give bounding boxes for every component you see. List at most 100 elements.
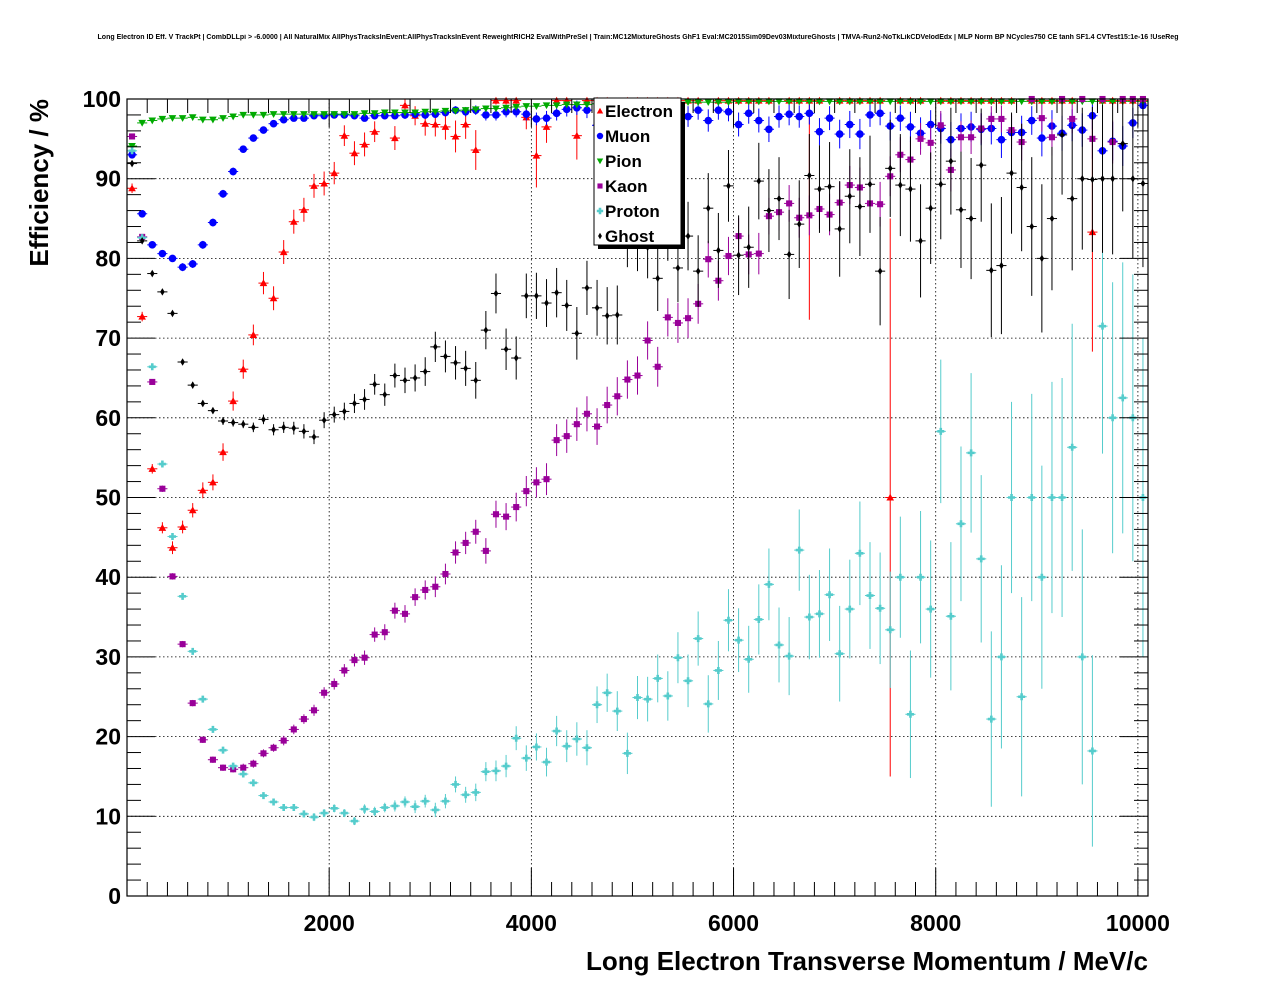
data-point-pion — [410, 109, 421, 117]
data-point-pion — [399, 109, 411, 117]
data-point-proton — [571, 722, 582, 756]
data-point-pion — [794, 98, 805, 106]
data-point-proton — [966, 373, 977, 533]
data-point-muon — [278, 115, 289, 124]
data-point-ghost — [854, 157, 865, 257]
data-point-proton — [268, 798, 279, 806]
data-point-electron — [147, 464, 158, 474]
data-point-ghost — [410, 364, 421, 392]
data-point-ghost — [420, 357, 431, 386]
data-point-kaon — [642, 321, 653, 360]
data-point-electron — [531, 123, 542, 188]
data-point-kaon — [531, 467, 542, 498]
data-point-muon — [521, 107, 532, 121]
data-point-ghost — [460, 350, 471, 386]
data-point-muon — [248, 134, 259, 142]
data-point-proton — [824, 548, 835, 641]
data-point-ghost — [197, 399, 208, 408]
data-point-ghost — [187, 381, 198, 389]
data-point-ghost — [1107, 102, 1118, 255]
y-tick-label: 0 — [108, 883, 121, 909]
data-point-kaon — [339, 664, 350, 677]
legend-entry-kaon: Kaon — [597, 177, 648, 196]
data-point-proton — [288, 804, 299, 812]
data-point-pion — [228, 113, 239, 121]
data-point-electron — [238, 359, 249, 379]
data-point-pion — [450, 107, 461, 115]
data-point-ghost — [551, 267, 562, 318]
data-point-proton — [1006, 401, 1017, 594]
data-point-ghost — [470, 362, 481, 399]
y-tick-label: 70 — [95, 325, 121, 351]
data-point-muon — [682, 106, 694, 127]
data-point-ghost — [794, 180, 805, 268]
data-point-proton — [187, 647, 198, 655]
data-point-proton — [955, 446, 967, 602]
data-point-pion — [278, 111, 289, 118]
legend: Electron Muon Pion Kaon Proton Ghost — [593, 97, 685, 249]
data-point-kaon — [450, 541, 461, 564]
y-tick-label: 30 — [95, 644, 121, 670]
data-point-pion — [379, 109, 390, 117]
data-point-ghost — [966, 157, 977, 280]
grid-lines — [127, 99, 1148, 896]
data-point-proton — [1036, 465, 1047, 689]
data-point-proton — [298, 810, 309, 818]
data-point-ghost — [703, 173, 714, 244]
data-point-pion — [329, 111, 340, 118]
data-point-proton — [854, 501, 865, 606]
data-point-kaon — [753, 232, 764, 275]
data-point-ghost — [1087, 106, 1098, 253]
data-point-ghost — [248, 422, 259, 433]
y-tick-label: 50 — [95, 485, 121, 511]
data-point-proton — [1117, 262, 1128, 534]
data-point-ghost — [288, 421, 299, 435]
data-point-proton — [1077, 529, 1088, 785]
data-point-proton — [915, 511, 926, 644]
data-point-ghost — [157, 288, 168, 296]
data-point-muon — [167, 254, 178, 263]
data-point-kaon — [602, 386, 613, 424]
data-point-kaon — [632, 356, 643, 395]
data-point-proton — [662, 671, 673, 721]
data-point-pion — [490, 105, 502, 113]
data-point-kaon — [662, 298, 673, 337]
data-point-proton — [875, 552, 886, 665]
data-point-pion — [167, 115, 178, 122]
data-point-kaon — [288, 724, 299, 735]
data-point-electron — [288, 209, 299, 234]
data-point-proton — [470, 783, 481, 802]
data-point-electron — [217, 443, 229, 461]
data-point-muon — [844, 110, 855, 139]
y-tick-label: 90 — [95, 166, 121, 192]
data-point-pion — [713, 99, 724, 106]
data-point-ghost — [723, 150, 734, 222]
data-point-pion — [1087, 98, 1098, 106]
data-point-ghost — [278, 421, 289, 433]
data-point-pion — [480, 105, 491, 113]
chart-title: Long Electron ID Eff. V TrackPt | CombDL… — [97, 34, 1179, 41]
data-point-ghost — [147, 269, 158, 278]
data-point-ghost — [207, 406, 218, 415]
data-point-kaon — [329, 678, 340, 690]
x-axis-title: Long Electron Transverse Momentum / MeV/… — [586, 946, 1148, 976]
data-point-electron — [571, 111, 582, 160]
data-point-proton — [157, 460, 168, 468]
data-point-kaon — [440, 563, 451, 585]
data-point-proton — [763, 548, 774, 621]
data-point-proton — [652, 654, 663, 703]
data-point-pion — [470, 106, 481, 114]
data-point-pion — [501, 104, 512, 112]
data-point-pion — [511, 103, 522, 111]
data-point-ghost — [1016, 123, 1027, 252]
data-point-electron — [885, 218, 896, 777]
legend-label: Kaon — [605, 177, 648, 196]
data-point-proton — [480, 762, 491, 782]
data-point-kaon — [501, 503, 512, 531]
data-point-ghost — [319, 412, 330, 429]
data-point-electron — [440, 114, 451, 140]
data-point-ghost — [1097, 104, 1108, 253]
data-point-proton — [682, 654, 694, 708]
data-point-ghost — [955, 151, 967, 268]
data-point-pion — [349, 111, 360, 118]
